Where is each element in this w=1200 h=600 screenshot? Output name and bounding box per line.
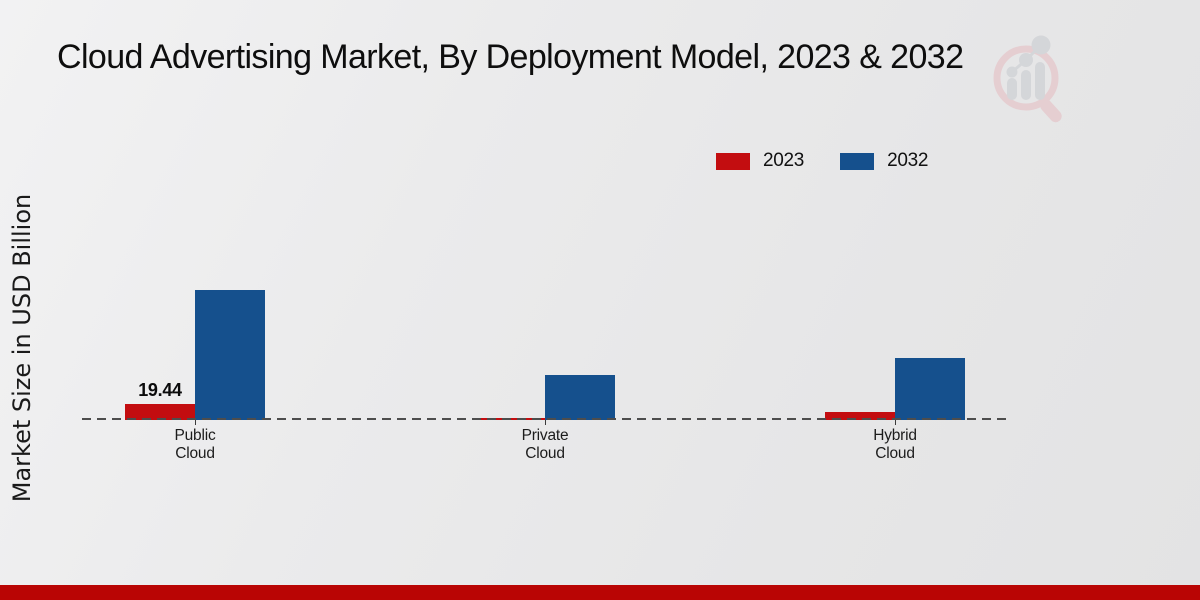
bar-2032-hybrid-cloud bbox=[895, 358, 965, 420]
bar-2023-public-cloud bbox=[125, 404, 195, 420]
legend-item-2023: 2023 bbox=[716, 150, 804, 172]
zero-baseline-dashed bbox=[82, 418, 1008, 420]
bar-2032-private-cloud bbox=[545, 375, 615, 420]
x-axis-tick bbox=[194, 420, 196, 425]
legend-swatch-2032 bbox=[840, 152, 875, 170]
chart-title: Cloud Advertising Market, By Deployment … bbox=[57, 38, 964, 76]
legend-swatch-2023 bbox=[716, 152, 750, 170]
category-label-public-cloud: Public Cloud bbox=[174, 427, 216, 462]
bar-2023-hybrid-cloud bbox=[825, 412, 895, 420]
data-label-2023-public-cloud: 19.44 bbox=[138, 380, 182, 400]
y-axis-label: Market Size in USD Billion bbox=[8, 193, 36, 503]
footer-accent-band bbox=[0, 585, 1200, 600]
x-axis-tick bbox=[894, 420, 896, 425]
legend-label-2032: 2032 bbox=[887, 150, 929, 171]
category-label-private-cloud: Private Cloud bbox=[521, 427, 569, 462]
magnifier-bar-chart-logo-icon bbox=[993, 35, 1062, 123]
legend-item-2032: 2032 bbox=[840, 150, 928, 172]
legend: 2023 2032 bbox=[716, 150, 928, 172]
legend-label-2023: 2023 bbox=[763, 150, 805, 171]
bar-2032-public-cloud bbox=[195, 290, 265, 420]
category-label-hybrid-cloud: Hybrid Cloud bbox=[873, 427, 917, 462]
x-axis-tick bbox=[544, 420, 546, 425]
